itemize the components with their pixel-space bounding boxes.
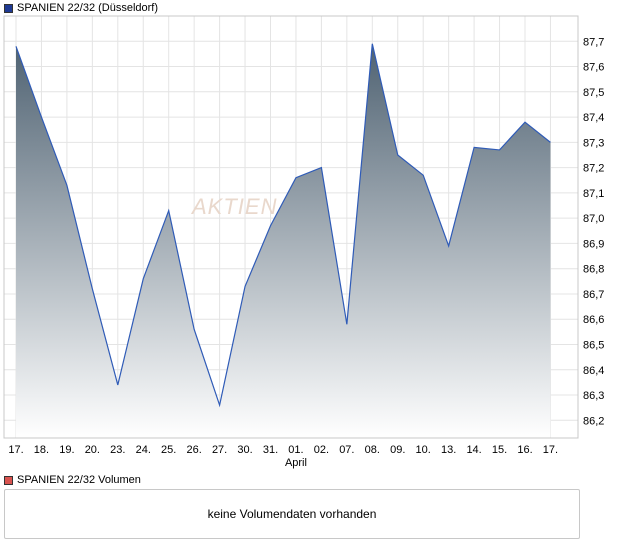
y-tick-label: 87,7 — [583, 36, 604, 48]
price-point — [320, 166, 323, 169]
volume-legend-label: SPANIEN 22/32 Volumen — [17, 474, 141, 486]
y-tick-label: 86,3 — [583, 390, 604, 402]
price-point — [167, 209, 170, 212]
y-tick-label: 87,2 — [583, 163, 604, 175]
price-point — [142, 277, 145, 280]
price-legend-swatch — [4, 3, 13, 13]
price-point — [473, 146, 476, 149]
x-tick-label: 26. — [187, 444, 202, 456]
x-month-label: April — [285, 457, 307, 469]
no-volume-message: keine Volumendaten vorhanden — [207, 507, 377, 521]
volume-panel: keine Volumendaten vorhanden — [4, 489, 580, 539]
plot-frame — [3, 15, 579, 439]
price-point — [91, 287, 94, 290]
volume-legend-swatch — [4, 475, 13, 485]
price-point — [447, 244, 450, 247]
price-legend: SPANIEN 22/32 (Düsseldorf) — [4, 1, 158, 15]
y-tick-label: 87,5 — [583, 87, 604, 99]
price-point — [40, 116, 43, 119]
x-tick-label: 17. — [543, 444, 558, 456]
price-line — [15, 43, 551, 408]
x-tick-label: 02. — [314, 444, 329, 456]
price-point — [15, 45, 18, 48]
x-tick-label: 10. — [416, 444, 431, 456]
x-tick-label: 20. — [85, 444, 100, 456]
price-point — [116, 383, 119, 386]
x-tick-label: 08. — [365, 444, 380, 456]
x-tick-label: 14. — [466, 444, 481, 456]
y-tick-label: 87,3 — [583, 137, 604, 149]
volume-legend: SPANIEN 22/32 Volumen — [4, 473, 141, 487]
y-tick-label: 86,2 — [583, 415, 604, 427]
x-tick-label: 27. — [212, 444, 227, 456]
x-tick-label: 16. — [517, 444, 532, 456]
x-tick-label: 01. — [288, 444, 303, 456]
price-point — [498, 148, 501, 151]
x-tick-label: 24. — [136, 444, 151, 456]
y-tick-label: 86,9 — [583, 238, 604, 250]
price-legend-label: SPANIEN 22/32 (Düsseldorf) — [17, 2, 159, 14]
y-tick-label: 86,4 — [583, 365, 604, 377]
price-area — [16, 43, 551, 438]
price-point — [524, 121, 527, 124]
price-point — [345, 323, 348, 326]
x-tick-label: 19. — [59, 444, 74, 456]
price-point — [65, 184, 68, 187]
y-tick-label: 87,4 — [583, 112, 604, 124]
price-point — [218, 404, 221, 407]
x-tick-label: 09. — [390, 444, 405, 456]
price-point — [422, 174, 425, 177]
watermark-text: AKTIEN — [190, 194, 277, 219]
price-chart: AKTIEN 86,2 86,3 86,4 86,5 86,6 86,7 86,8 86,9 87… — [3, 15, 604, 469]
x-tick-label: 23. — [110, 444, 125, 456]
x-tick-label: 15. — [492, 444, 507, 456]
x-tick-label: 30. — [237, 444, 252, 456]
price-point — [193, 328, 196, 331]
x-tick-label: 17. — [8, 444, 23, 456]
price-point — [396, 153, 399, 156]
y-tick-label: 86,5 — [583, 340, 604, 352]
x-tick-label: 13. — [441, 444, 456, 456]
x-tick-label: 25. — [161, 444, 176, 456]
price-point — [269, 224, 272, 227]
y-tick-label: 86,8 — [583, 264, 604, 276]
y-tick-label: 86,6 — [583, 314, 604, 326]
x-tick-label: 07. — [339, 444, 354, 456]
price-point — [294, 176, 297, 179]
x-tick-label: 18. — [34, 444, 49, 456]
price-point — [244, 285, 247, 288]
y-tick-label: 86,7 — [583, 289, 604, 301]
y-tick-label: 87,1 — [583, 188, 604, 200]
y-tick-label: 87,0 — [583, 213, 604, 225]
price-point — [371, 42, 374, 45]
x-tick-label: 31. — [263, 444, 278, 456]
y-tick-label: 87,6 — [583, 62, 604, 74]
price-point — [549, 141, 552, 144]
